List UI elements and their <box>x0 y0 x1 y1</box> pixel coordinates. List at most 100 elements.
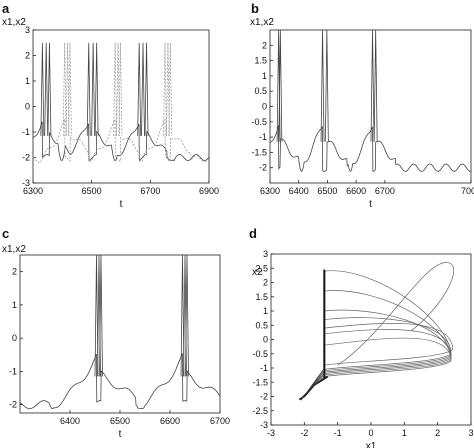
spike-mark <box>144 42 149 136</box>
y-tick-label: -2.5 <box>252 406 268 416</box>
plot-frame-c <box>19 254 221 414</box>
phase-loop <box>324 322 454 366</box>
plot-frame-a <box>32 29 210 184</box>
series-line-a-0 <box>32 121 210 162</box>
x-tick-label: -2 <box>300 428 308 438</box>
spike-mark <box>168 42 173 136</box>
y-tick-label: -1 <box>259 132 267 142</box>
panel-label-b: b <box>251 1 259 16</box>
phase-loop-outer <box>337 262 454 366</box>
y-tick-label: 1 <box>25 76 30 86</box>
y-tick-label: -3 <box>22 178 30 188</box>
x-tick-label: 6700 <box>210 416 230 426</box>
panel-c: 6400 6500 6600 6700 -2 -1 0 1 2 t x1,x2 <box>2 244 230 440</box>
panel-label-a: a <box>2 1 10 16</box>
spike-mark <box>68 42 72 136</box>
y-axis-label: x2 <box>252 267 263 278</box>
x-tick-label: 6400 <box>60 416 80 426</box>
x-tick-label: 6300 <box>260 186 280 196</box>
panel-label-c: c <box>2 226 9 241</box>
y-tick-label: -0.5 <box>252 349 268 359</box>
x-axis-label: t <box>119 429 122 440</box>
spike-mark <box>373 29 378 142</box>
y-tick-label: 0 <box>25 102 30 112</box>
y-tick-label: 3 <box>25 25 30 35</box>
y-tick-label: 1 <box>263 306 268 316</box>
spike-mark <box>118 42 123 136</box>
spike-mark <box>62 42 67 136</box>
x-tick-label: 1 <box>402 428 407 438</box>
y-tick-label: -1 <box>22 127 30 137</box>
x-tick-label: 6300 <box>23 186 43 196</box>
y-tick-label: -1 <box>9 366 17 376</box>
y-tick-label: -0.5 <box>251 117 267 127</box>
phase-loop <box>324 329 452 373</box>
panel-d: -3 -2 -1 0 1 2 3 -3 -2.5 -2 -1.5 -1 -0.5 0 0.5 1 1.5 2 2.5… <box>252 249 474 448</box>
x-tick-label: 6400 <box>289 186 309 196</box>
x-tick-label: 7000 <box>461 186 474 196</box>
spike-mark <box>91 42 96 136</box>
y-tick-label: 2.5 <box>255 263 268 273</box>
y-tick-label: -1.5 <box>252 377 268 387</box>
x-tick-label: 6500 <box>82 186 102 196</box>
x-tick-label: 6700 <box>375 186 395 196</box>
y-tick-label: 3 <box>263 249 268 259</box>
plot-frame-b <box>269 29 472 184</box>
series-line-b-0 <box>269 125 472 172</box>
spike-mark <box>113 42 118 136</box>
spike-mark <box>180 254 185 377</box>
y-tick-label: 2 <box>12 267 17 277</box>
y-tick-label: 0.5 <box>254 86 267 96</box>
x-tick-label: 6900 <box>199 186 219 196</box>
y-tick-label: 0 <box>262 102 267 112</box>
x-tick-label: 6700 <box>140 186 160 196</box>
y-tick-label: 1.5 <box>254 56 267 66</box>
y-tick-label: -2 <box>9 400 17 410</box>
spike-mark <box>320 29 325 142</box>
spike-mark <box>278 29 283 142</box>
spike-mark <box>137 42 142 136</box>
phase-loop <box>324 317 452 370</box>
y-tick-label: 1 <box>12 300 17 310</box>
spike-mark <box>185 254 189 377</box>
x-axis-label: x1 <box>366 441 377 448</box>
panel-a: 6300 6500 6700 6900 -3 -2 -1 0 1 2 3 t x1,x2 <box>2 17 219 210</box>
x-tick-label: 3 <box>468 428 473 438</box>
x-tick-label: -3 <box>267 428 275 438</box>
y-axis-label: x1,x2 <box>250 17 274 28</box>
y-tick-label: -2 <box>22 153 30 163</box>
series-line-a-1 <box>32 117 210 164</box>
y-tick-label: -1 <box>260 363 268 373</box>
y-tick-label: -2 <box>260 392 268 402</box>
x-tick-label: 6500 <box>317 186 337 196</box>
y-tick-label: 1 <box>262 71 267 81</box>
y-tick-label: -2 <box>259 163 267 173</box>
y-tick-label: -3 <box>260 420 268 430</box>
x-tick-label: 6600 <box>346 186 366 196</box>
x-tick-label: 6500 <box>110 416 130 426</box>
spike-mark <box>370 29 375 142</box>
spike-mark <box>141 42 145 136</box>
phase-tail-strand <box>300 367 325 401</box>
panel-label-d: d <box>249 226 257 241</box>
spike-mark <box>40 42 45 136</box>
y-tick-label: 1.5 <box>255 292 268 302</box>
panel-b: 6300 6400 6500 6600 6700 7000 -2 -1.5 -1 -0.5 0 0.5… <box>250 17 474 210</box>
spike-mark <box>86 42 91 136</box>
y-axis-label: x1,x2 <box>2 244 26 255</box>
y-tick-label: 0 <box>263 335 268 345</box>
x-tick-label: 2 <box>435 428 440 438</box>
spike-mark <box>116 42 120 136</box>
spike-mark <box>166 42 170 136</box>
spike-mark <box>47 42 52 136</box>
y-axis-label: x1,x2 <box>2 17 26 28</box>
series-line-c-0 <box>19 353 220 410</box>
x-axis-label: t <box>369 199 372 210</box>
x-tick-label: -1 <box>334 428 342 438</box>
spike-mark <box>44 42 49 136</box>
x-tick-label: 0 <box>368 428 373 438</box>
y-tick-label: 2 <box>262 40 267 50</box>
spike-mark <box>163 42 167 136</box>
spike-mark <box>324 29 329 142</box>
